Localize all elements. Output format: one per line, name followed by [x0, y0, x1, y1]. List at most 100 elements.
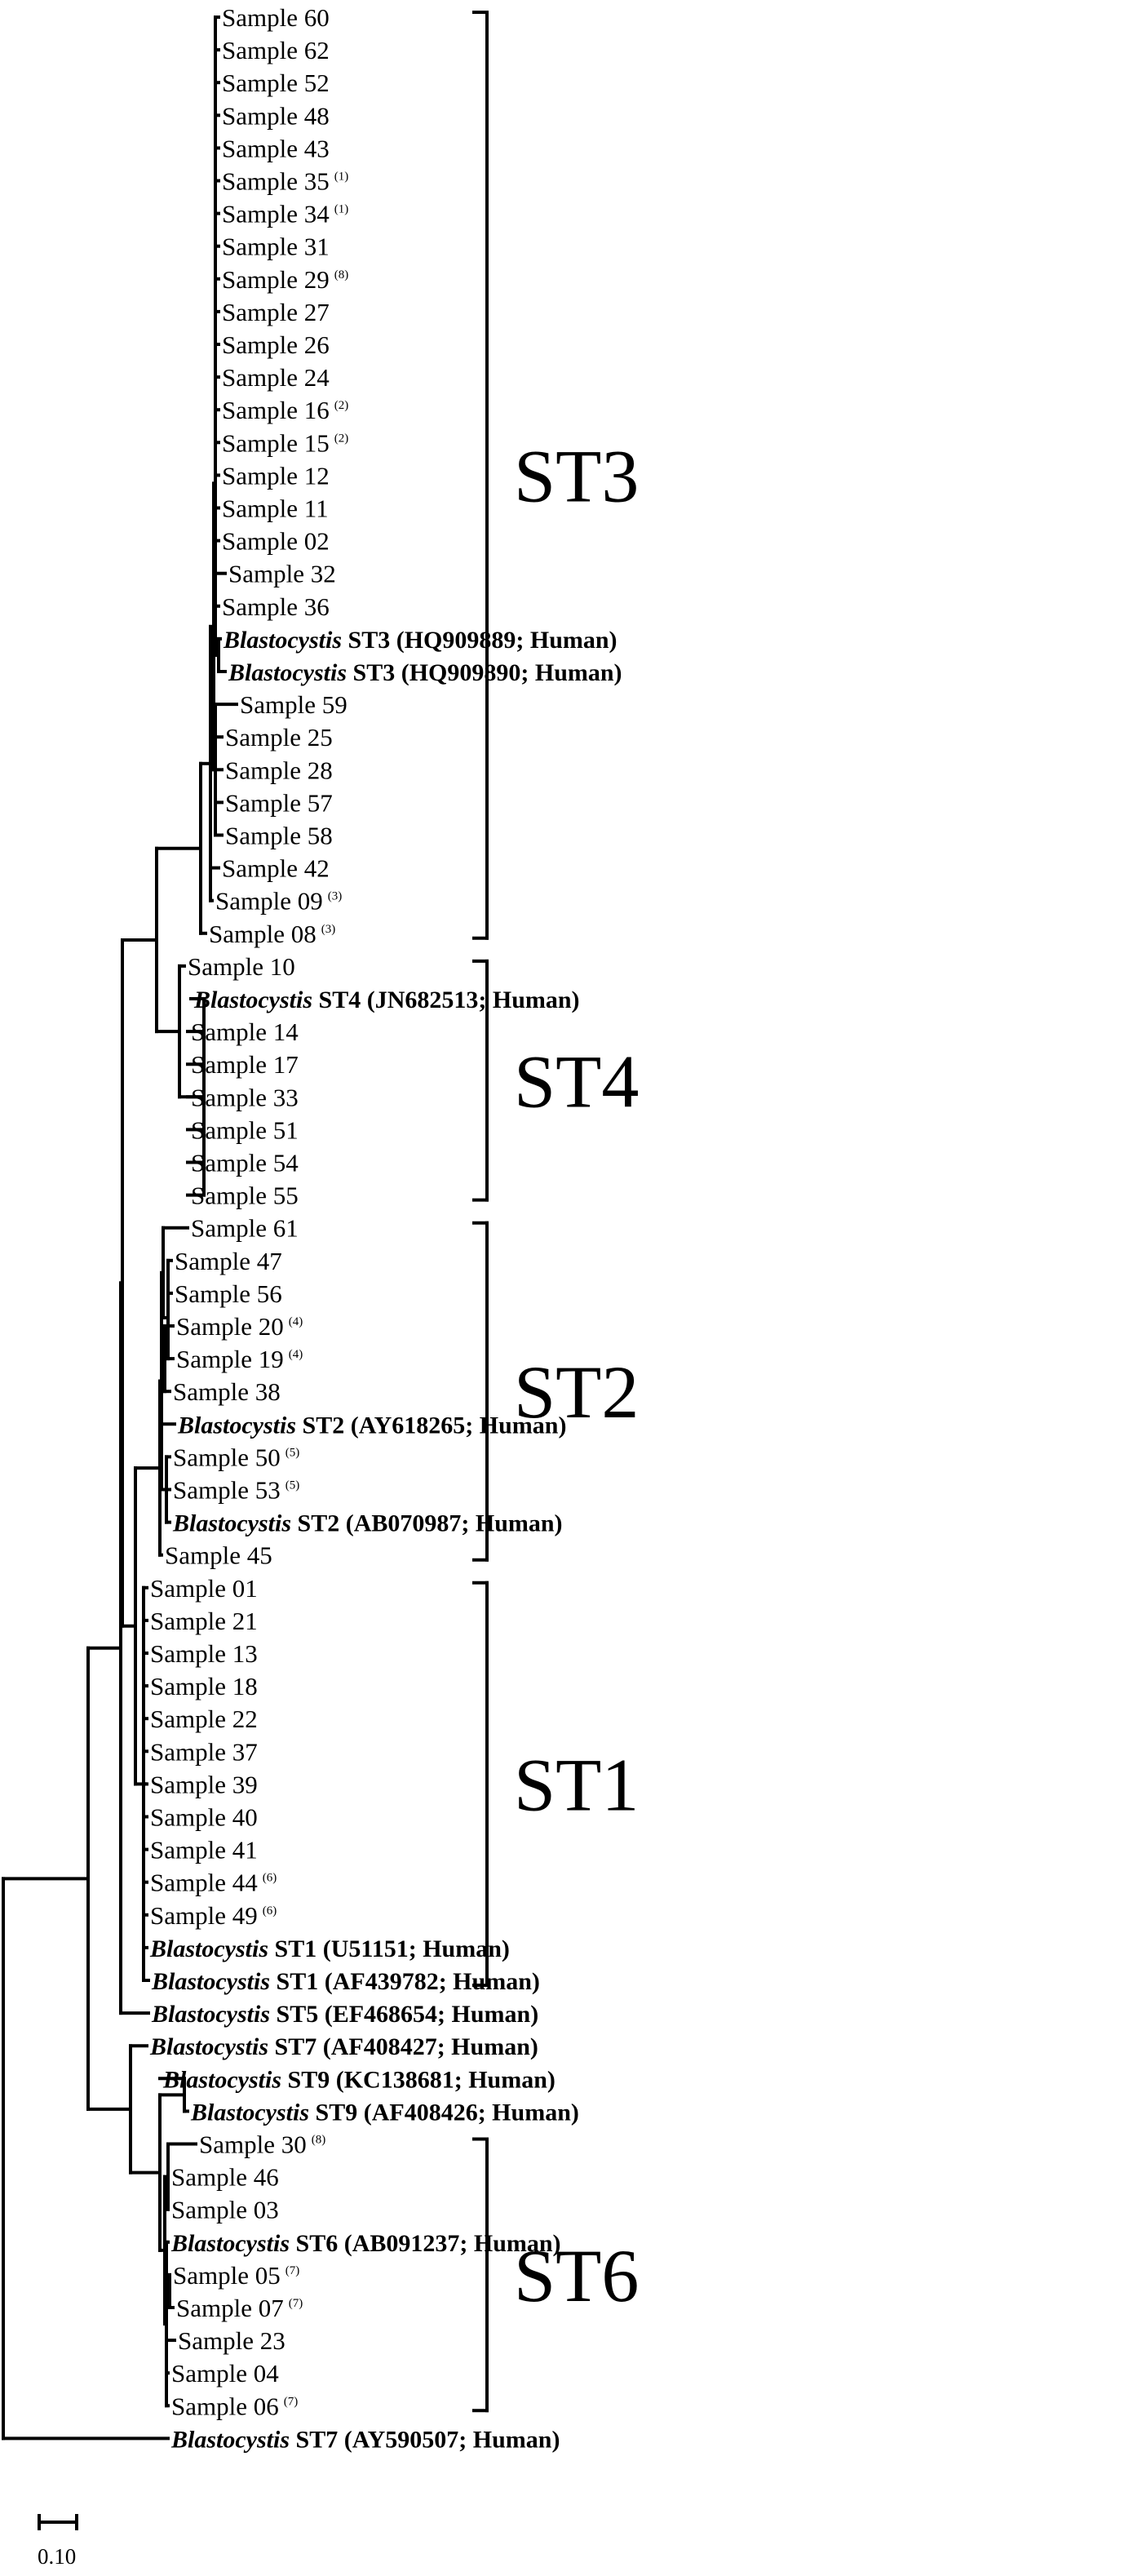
- sample-leaf-label: Sample 03: [171, 2196, 279, 2224]
- sample-name: Sample 56: [175, 1279, 282, 1308]
- sample-leaf-label: Sample 16 (2): [222, 396, 348, 424]
- reference-detail: ST2 (AY618265; Human): [296, 1412, 566, 1439]
- genus-name: Blastocystis: [177, 1412, 296, 1439]
- sample-name: Sample 59: [240, 690, 347, 719]
- sample-name: Sample 38: [173, 1377, 281, 1406]
- footnote-marker: (4): [289, 1315, 303, 1328]
- sample-name: Sample 49: [150, 1901, 258, 1930]
- sample-name: Sample 09: [215, 887, 323, 916]
- sample-name: Sample 34: [222, 200, 330, 228]
- sample-name: Sample 11: [222, 494, 329, 523]
- footnote-marker: (5): [286, 1479, 300, 1492]
- sample-leaf-label: Sample 61: [191, 1214, 299, 1243]
- sample-leaf-label: Sample 38: [173, 1377, 281, 1406]
- reference-leaf-label: Blastocystis ST1 (AF439782; Human): [151, 1968, 540, 1995]
- sample-leaf-label: Sample 13: [150, 1639, 258, 1668]
- sample-name: Sample 25: [225, 723, 333, 752]
- footnote-marker: (2): [334, 432, 349, 445]
- clade-brackets: ST3 ST4 ST2 ST1 ST6: [472, 11, 639, 2413]
- reference-leaf-label: Blastocystis ST1 (U51151; Human): [149, 1935, 510, 1962]
- leaf-labels: Sample 60 Sample 62 Sample 52 Sample 48 Samp…: [149, 3, 622, 2453]
- sample-name: Sample 08: [209, 920, 316, 948]
- sample-leaf-label: Sample 51: [191, 1115, 299, 1144]
- sample-leaf-label: Sample 24: [222, 363, 330, 392]
- sample-name: Sample 40: [150, 1803, 258, 1832]
- sample-leaf-label: Sample 02: [222, 527, 330, 556]
- sample-leaf-label: Sample 62: [222, 36, 330, 64]
- sample-name: Sample 14: [191, 1018, 299, 1046]
- sample-name: Sample 20: [176, 1312, 284, 1341]
- sample-name: Sample 13: [150, 1639, 258, 1668]
- sample-leaf-label: Sample 45: [165, 1541, 272, 1570]
- sample-name: Sample 48: [222, 101, 330, 130]
- sample-leaf-label: Sample 57: [225, 788, 333, 817]
- sample-name: Sample 37: [150, 1737, 258, 1766]
- reference-detail: ST9 (AF408426; Human): [309, 2099, 579, 2126]
- sample-leaf-label: Sample 10: [188, 952, 295, 981]
- sample-name: Sample 06: [171, 2392, 279, 2420]
- sample-leaf-label: Sample 54: [191, 1149, 299, 1177]
- reference-leaf-label: Blastocystis ST7 (AF408427; Human): [149, 2033, 538, 2060]
- genus-name: Blastocystis: [190, 2099, 309, 2126]
- sample-leaf-label: Sample 22: [150, 1705, 258, 1733]
- reference-detail: ST1 (U51151; Human): [268, 1935, 510, 1962]
- genus-name: Blastocystis: [193, 987, 312, 1013]
- sample-name: Sample 51: [191, 1115, 299, 1144]
- genus-name: Blastocystis: [151, 1968, 270, 1995]
- sample-name: Sample 17: [191, 1050, 299, 1079]
- genus-name: Blastocystis: [172, 1510, 291, 1537]
- sample-name: Sample 60: [222, 3, 330, 32]
- reference-leaf-label: Blastocystis ST9 (KC138681; Human): [162, 2066, 556, 2093]
- sample-name: Sample 46: [171, 2163, 279, 2192]
- sample-leaf-label: Sample 59: [240, 690, 347, 719]
- reference-detail: ST7 (AY590507; Human): [290, 2426, 560, 2453]
- sample-name: Sample 62: [222, 36, 330, 64]
- footnote-marker: (6): [263, 1904, 277, 1918]
- sample-name: Sample 22: [150, 1705, 258, 1733]
- reference-leaf-label: Blastocystis ST9 (AF408426; Human): [190, 2099, 579, 2126]
- footnote-marker: (7): [289, 2297, 303, 2310]
- sample-leaf-label: Sample 48: [222, 101, 330, 130]
- reference-detail: ST3 (HQ909890; Human): [347, 659, 622, 686]
- sample-leaf-label: Sample 04: [171, 2359, 279, 2388]
- sample-leaf-label: Sample 47: [175, 1247, 282, 1275]
- sample-leaf-label: Sample 33: [191, 1083, 299, 1111]
- sample-leaf-label: Sample 29 (8): [222, 265, 348, 294]
- genus-name: Blastocystis: [149, 1935, 268, 1962]
- sample-leaf-label: Sample 26: [222, 330, 330, 359]
- genus-name: Blastocystis: [228, 659, 347, 686]
- reference-leaf-label: Blastocystis ST3 (HQ909890; Human): [228, 659, 622, 686]
- reference-detail: ST7 (AF408427; Human): [268, 2033, 538, 2060]
- sample-leaf-label: Sample 19 (4): [176, 1345, 303, 1373]
- sample-leaf-label: Sample 20 (4): [176, 1312, 303, 1341]
- sample-leaf-label: Sample 56: [175, 1279, 282, 1308]
- reference-leaf-label: Blastocystis ST2 (AB070987; Human): [172, 1510, 563, 1537]
- reference-detail: ST3 (HQ909889; Human): [342, 627, 617, 654]
- clade-label-st3: ST3: [514, 434, 639, 517]
- genus-name: Blastocystis: [151, 2001, 270, 2028]
- sample-name: Sample 03: [171, 2196, 279, 2224]
- sample-leaf-label: Sample 05 (7): [173, 2261, 299, 2290]
- reference-detail: ST6 (AB091237; Human): [290, 2230, 561, 2257]
- sample-name: Sample 30: [199, 2130, 307, 2159]
- sample-name: Sample 07: [176, 2294, 284, 2322]
- footnote-marker: (3): [321, 923, 336, 936]
- reference-detail: ST1 (AF439782; Human): [270, 1968, 540, 1995]
- sample-name: Sample 41: [150, 1836, 258, 1864]
- genus-name: Blastocystis: [162, 2066, 281, 2093]
- genus-name: Blastocystis: [170, 2230, 290, 2257]
- footnote-marker: (4): [289, 1348, 303, 1361]
- sample-leaf-label: Sample 55: [191, 1182, 299, 1210]
- sample-leaf-label: Sample 11: [222, 494, 329, 523]
- sample-name: Sample 45: [165, 1541, 272, 1570]
- clade-label-st1: ST1: [514, 1743, 639, 1826]
- clade-label-st6: ST6: [514, 2234, 639, 2317]
- sample-leaf-label: Sample 06 (7): [171, 2392, 298, 2420]
- sample-name: Sample 43: [222, 134, 330, 162]
- sample-name: Sample 47: [175, 1247, 282, 1275]
- genus-name: Blastocystis: [149, 2033, 268, 2060]
- reference-leaf-label: Blastocystis ST6 (AB091237; Human): [170, 2230, 561, 2257]
- sample-leaf-label: Sample 44 (6): [150, 1869, 277, 1897]
- reference-detail: ST9 (KC138681; Human): [281, 2066, 556, 2093]
- footnote-marker: (6): [263, 1872, 277, 1885]
